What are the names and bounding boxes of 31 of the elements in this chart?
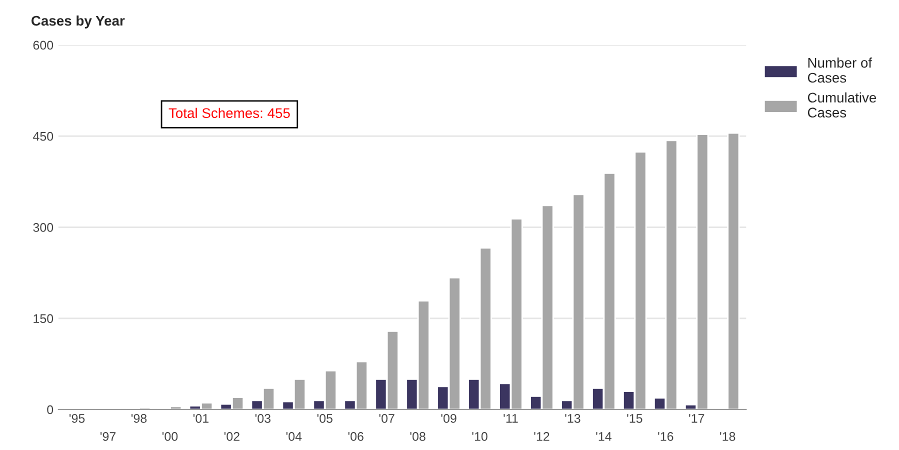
x-tick-label: '11 [504, 414, 518, 423]
x-tick-label: '01 [193, 414, 208, 423]
x-tick-label: '98 [131, 414, 147, 423]
x-tick-label: '00 [162, 432, 178, 441]
x-tick-label: '95 [70, 414, 85, 423]
x-tick-label: '08 [410, 432, 426, 441]
x-tick-label: '16 [658, 432, 674, 441]
chart-title: Cases by Year [31, 15, 125, 28]
y-tick-label: 450 [33, 132, 54, 141]
x-tick-label: '97 [100, 432, 116, 441]
annotation: Total Schemes: 455 [168, 108, 290, 118]
x-tick-label: '04 [286, 432, 302, 441]
x-tick-label: '05 [317, 414, 332, 423]
x-tick-label: '14 [596, 432, 612, 441]
y-tick-label: 150 [34, 314, 54, 324]
legend-label: Cumulative Cases [808, 92, 876, 118]
x-tick-label: '18 [720, 432, 736, 441]
x-tick-label: '06 [348, 432, 364, 441]
x-tick-label: '02 [224, 432, 240, 441]
y-tick-label: 600 [33, 40, 54, 50]
x-tick-label: '10 [472, 432, 488, 441]
legend-label: Number of Cases [808, 58, 872, 83]
y-tick-label: 0 [47, 405, 54, 414]
x-tick-label: '07 [379, 414, 394, 423]
x-tick-label: '09 [441, 414, 456, 423]
x-tick-label: '13 [565, 414, 580, 423]
x-tick-label: '03 [255, 414, 270, 423]
y-tick-label: 300 [33, 223, 54, 232]
x-tick-label: '17 [689, 414, 704, 423]
x-tick-label: '12 [534, 432, 550, 441]
x-tick-label: '15 [627, 414, 642, 423]
